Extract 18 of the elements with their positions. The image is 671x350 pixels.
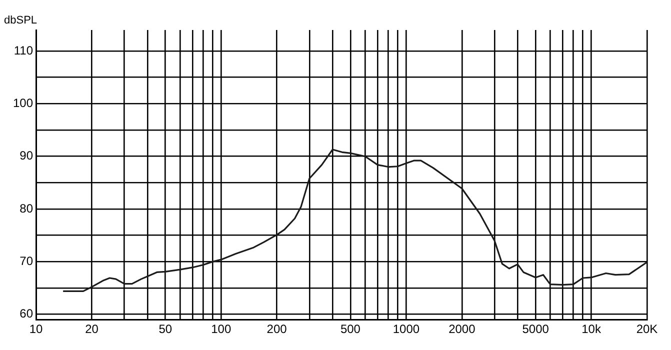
x-tick-label: 500 xyxy=(340,322,361,336)
x-tick-label: 2000 xyxy=(448,322,476,336)
y-tick-label: 60 xyxy=(20,306,34,321)
y-tick-label: 90 xyxy=(20,148,34,163)
y-tick-label: 100 xyxy=(12,96,34,110)
x-tick-label: 50 xyxy=(158,322,172,336)
y-tick-label: 110 xyxy=(14,43,34,58)
y-axis-title: dbSPL xyxy=(4,14,38,27)
x-tick-label: 20 xyxy=(85,322,99,336)
x-tick-label: 1000 xyxy=(392,322,420,336)
x-tick-label: 10 xyxy=(29,322,44,336)
x-tick-label: 200 xyxy=(266,322,288,336)
x-tick-label: 5000 xyxy=(522,322,550,336)
y-tick-label: 70 xyxy=(20,254,34,268)
y-tick-label: 80 xyxy=(20,201,34,216)
x-tick-label: 100 xyxy=(211,322,232,336)
x-tick-label: 10k xyxy=(582,322,602,336)
x-tick-label: 20K xyxy=(636,322,658,336)
